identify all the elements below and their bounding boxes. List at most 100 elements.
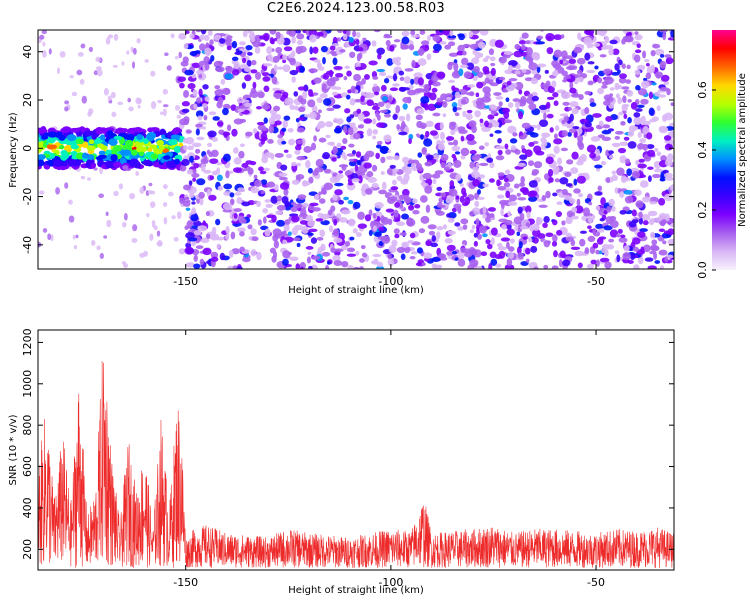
heatmap-cell — [332, 194, 338, 201]
heatmap-cell — [626, 89, 634, 97]
heatmap-cell — [518, 89, 523, 95]
heatmap-cell — [333, 127, 343, 134]
heatmap-cell — [208, 151, 214, 158]
heatmap-cell — [479, 118, 484, 123]
heatmap-cell — [42, 228, 48, 233]
heatmap-cell — [619, 155, 627, 164]
heatmap-cell — [408, 204, 415, 211]
heatmap-cell — [633, 116, 642, 125]
heatmap-cell — [412, 210, 420, 215]
heatmap-cell — [440, 139, 446, 144]
heatmap-cell — [256, 121, 265, 126]
heatmap-cell — [654, 48, 665, 56]
heatmap-cell — [500, 201, 505, 210]
heatmap-cell — [270, 195, 278, 204]
heatmap-cell — [475, 100, 481, 106]
heatmap-cell — [226, 124, 232, 132]
heatmap-cell — [233, 157, 242, 165]
heatmap-cell — [149, 233, 154, 241]
heatmap-cell — [379, 109, 388, 114]
heatmap-cell — [143, 138, 149, 145]
heatmap-cell — [176, 211, 182, 220]
heatmap-cell — [242, 257, 251, 263]
heatmap-cell — [183, 116, 190, 124]
heatmap-cell — [150, 153, 159, 160]
heatmap-cell — [644, 58, 650, 63]
heatmap-cell — [517, 206, 523, 214]
heatmap-cell — [151, 220, 156, 228]
heatmap-cell — [447, 35, 457, 39]
heatmap-cell — [564, 55, 574, 60]
heatmap-cell — [346, 253, 357, 257]
heatmap-cell — [595, 223, 604, 230]
heatmap-cell — [588, 201, 593, 206]
heatmap-cell — [553, 70, 559, 74]
heatmap-cell — [149, 201, 156, 209]
heatmap-cell — [186, 129, 192, 134]
heatmap-cell — [201, 103, 208, 108]
heatmap-cell — [60, 149, 68, 156]
heatmap-cell — [272, 55, 280, 63]
heatmap-cell — [482, 57, 489, 63]
heatmap-cell — [469, 149, 477, 155]
heatmap-cell — [605, 96, 614, 103]
heatmap-cell — [482, 214, 487, 219]
heatmap-cell — [584, 121, 592, 128]
snr-y-tick-label: 1000 — [21, 370, 34, 398]
heatmap-cell — [602, 124, 611, 129]
heatmap-cell — [605, 216, 614, 225]
snr-y-tick-label: 1200 — [21, 328, 34, 356]
heatmap-cell — [458, 68, 464, 77]
heatmap-cell — [367, 176, 377, 183]
heatmap-cell — [474, 200, 480, 208]
heatmap-cell — [648, 91, 654, 99]
heatmap-cell — [254, 46, 261, 54]
heatmap-cell — [427, 103, 437, 111]
heatmap-cell — [479, 52, 484, 58]
heatmap-cell — [268, 117, 276, 125]
heatmap-cell — [383, 78, 390, 84]
heatmap-cell — [578, 76, 584, 83]
heatmap-cell — [181, 158, 190, 167]
heatmap-cell — [462, 50, 467, 56]
heatmap-cell — [587, 215, 593, 224]
heatmap-cell — [608, 155, 614, 159]
heatmap-cell — [415, 162, 422, 170]
heatmap-cell — [641, 214, 651, 221]
heatmap-cell — [569, 113, 574, 122]
snr-x-axis-label: Height of straight line (km) — [288, 585, 424, 596]
heatmap-cell — [213, 34, 222, 41]
heatmap-cell — [263, 167, 271, 172]
heatmap-cell — [133, 47, 137, 55]
heatmap-cell — [363, 73, 370, 80]
heatmap-cell — [528, 180, 538, 188]
heatmap-cell — [139, 186, 145, 194]
heatmap-cell — [372, 128, 379, 135]
heatmap-cell — [559, 113, 569, 117]
heatmap-cell — [488, 178, 495, 183]
heatmap-cell — [447, 61, 456, 66]
heatmap-cell — [468, 120, 477, 128]
heatmap-cell — [216, 167, 221, 175]
heatmap-cell — [269, 37, 275, 44]
heatmap-cell — [126, 50, 130, 55]
heatmap-x-tick-label: -100 — [378, 275, 403, 288]
heatmap-x-tick-label: -150 — [173, 275, 198, 288]
heatmap-cell — [568, 106, 572, 111]
heatmap-cell — [96, 68, 103, 77]
heatmap-cell — [634, 189, 642, 196]
heatmap-cell — [451, 207, 457, 213]
heatmap-cell — [507, 201, 518, 206]
heatmap-cell — [258, 35, 268, 40]
heatmap-cell — [627, 99, 632, 103]
heatmap-cell — [477, 71, 484, 78]
heatmap-cell — [195, 110, 204, 118]
heatmap-cell — [308, 68, 318, 73]
heatmap-cell — [357, 112, 365, 122]
heatmap-cell — [619, 234, 626, 239]
heatmap-cell — [316, 31, 324, 37]
heatmap-cell — [560, 34, 565, 39]
heatmap-cell — [570, 246, 581, 250]
heatmap-cell — [448, 79, 456, 84]
heatmap-cell — [438, 143, 445, 151]
